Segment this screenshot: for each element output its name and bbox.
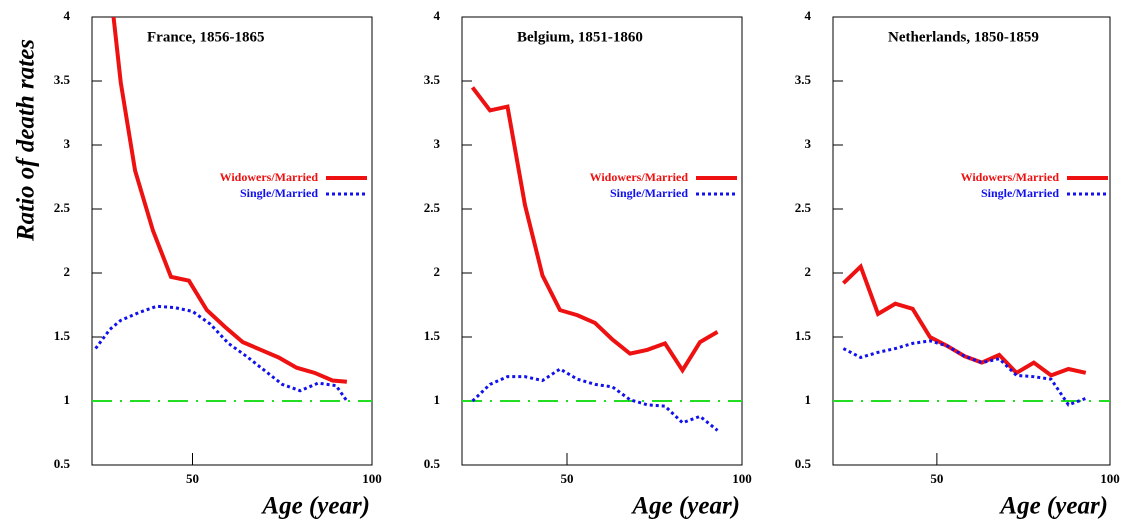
x-tick-label: 50 — [186, 471, 199, 486]
plot-frame — [91, 16, 373, 466]
series-line — [842, 339, 1087, 407]
x-tick-label: 50 — [930, 471, 943, 486]
y-axis-label: Ratio of death rates — [13, 39, 40, 242]
y-tick-label: 3 — [434, 136, 441, 151]
y-tick-label: 3.5 — [54, 72, 71, 87]
y-tick-label: 3.5 — [795, 72, 812, 87]
x-axis-label: Age (year) — [260, 493, 370, 520]
panel: 0.5 1 1.5 2 2.5 3 3.5 4 50 100 Belgium, 1851-1860 A… — [424, 8, 752, 520]
y-tick-label: 1 — [64, 392, 71, 407]
series-line — [94, 304, 349, 402]
y-tick-label: 2 — [434, 264, 441, 279]
y-tick-label: 1 — [434, 392, 441, 407]
series-line — [842, 263, 1087, 378]
y-tick-label: 2.5 — [424, 200, 441, 215]
series-line — [470, 86, 719, 375]
y-tick-label: 3.5 — [424, 72, 441, 87]
legend-label: Widowers/Married — [220, 170, 319, 184]
panel-title: Netherlands, 1850-1859 — [888, 29, 1039, 45]
y-tick-label: 2 — [64, 264, 71, 279]
y-tick-label: 0.5 — [424, 456, 441, 471]
x-tick-label: 100 — [362, 471, 382, 486]
panel-title: France, 1856-1865 — [147, 29, 264, 45]
y-tick-label: 1.5 — [54, 328, 71, 343]
y-tick-label: 2.5 — [54, 200, 71, 215]
y-tick-label: 0.5 — [795, 456, 812, 471]
y-tick-label: 1.5 — [424, 328, 441, 343]
y-tick-label: 3 — [805, 136, 812, 151]
x-tick-label: 100 — [1100, 471, 1120, 486]
legend-label: Single/Married — [981, 186, 1059, 200]
plot-frame — [832, 16, 1111, 466]
legend-label: Widowers/Married — [961, 170, 1060, 184]
plot-frame — [461, 16, 743, 466]
series-line — [471, 367, 719, 432]
legend-label: Single/Married — [610, 186, 688, 200]
y-tick-label: 1.5 — [795, 328, 812, 343]
y-tick-label: 4 — [64, 8, 71, 23]
x-tick-label: 50 — [561, 471, 574, 486]
y-tick-label: 2 — [805, 264, 812, 279]
x-tick-label: 100 — [732, 471, 752, 486]
legend-label: Single/Married — [240, 186, 318, 200]
y-tick-label: 4 — [434, 8, 441, 23]
series-line — [111, 17, 348, 384]
panel: 0.5 1 1.5 2 2.5 3 3.5 4 50 100 Netherlands, 1850-1… — [795, 8, 1120, 520]
y-tick-label: 1 — [805, 392, 812, 407]
panel-title: Belgium, 1851-1860 — [517, 29, 643, 45]
y-tick-label: 4 — [805, 8, 812, 23]
y-tick-label: 0.5 — [54, 456, 71, 471]
y-tick-label: 2.5 — [795, 200, 812, 215]
legend-label: Widowers/Married — [590, 170, 689, 184]
x-axis-label: Age (year) — [630, 493, 740, 520]
x-axis-label: Age (year) — [998, 493, 1108, 520]
y-tick-label: 3 — [64, 136, 71, 151]
panel: 0.5 1 1.5 2 2.5 3 3.5 4 50 100 France, 1856-1865 Ag… — [13, 8, 382, 520]
